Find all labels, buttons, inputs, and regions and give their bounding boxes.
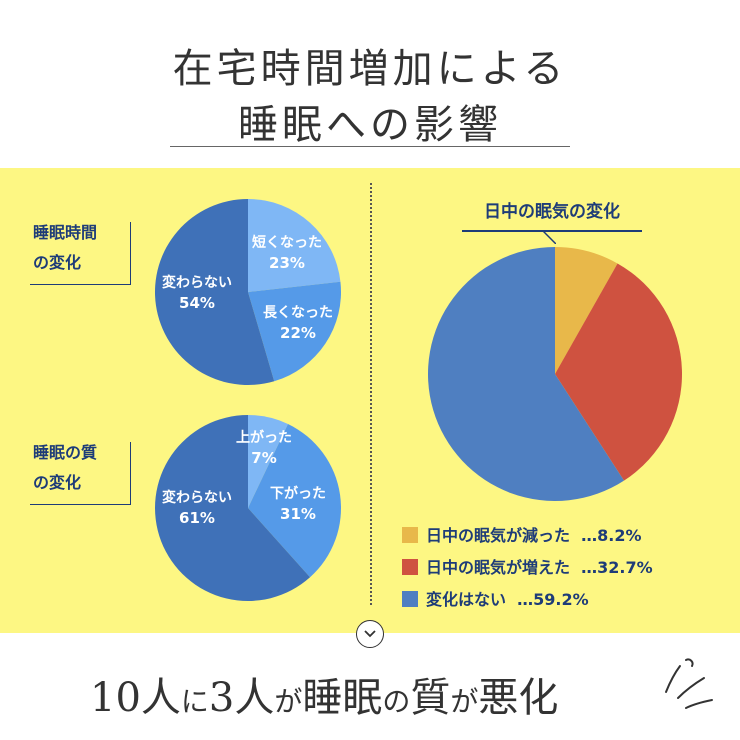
conclusion-part: 悪化	[478, 675, 559, 721]
pie-1-slice-1	[248, 199, 341, 292]
pie-2-label-value: 61%	[179, 509, 215, 527]
conclusion-part: 質	[410, 675, 451, 721]
pie-1-slice-2	[248, 281, 342, 382]
conclusion-text: 10人に3人が睡眠の質が悪化	[90, 665, 558, 723]
legend-item: 日中の眠気が増えた …32.7%	[402, 554, 653, 578]
pie-3-slice-1	[555, 247, 618, 374]
chart-3-title-pointer	[542, 230, 556, 244]
pie-3-slice-2	[555, 263, 683, 481]
panel-divider	[370, 183, 372, 605]
conclusion-part: 睡眠	[302, 675, 383, 721]
pie-1-label-value: 23%	[269, 254, 305, 272]
pie-1-label-value: 54%	[179, 294, 215, 312]
conclusion-part: 3人	[208, 675, 275, 721]
conclusion-part: に	[180, 685, 209, 718]
pie-2-label-name: 下がった	[270, 485, 326, 502]
legend-swatch	[402, 591, 418, 607]
legend-swatch	[402, 527, 418, 543]
title-underline	[170, 146, 570, 147]
pie-2-slice-2	[248, 424, 341, 578]
chart-3-title-underline	[462, 230, 642, 232]
pie-3-slice-3	[427, 247, 624, 501]
chart-2-title-bracket	[30, 442, 131, 505]
page-title-line-2: 睡眠への影響	[238, 102, 502, 148]
legend-item: 変化はない …59.2%	[402, 586, 589, 610]
legend-value: …8.2%	[581, 526, 642, 545]
legend-item: 日中の眠気が減った …8.2%	[402, 522, 642, 546]
chart-2-title-line-1: 睡眠の質	[33, 443, 98, 462]
pie-1-label-value: 22%	[280, 324, 316, 342]
chart-1-title-line-1: 睡眠時間	[33, 223, 98, 242]
pie-2-label-value: 7%	[251, 449, 276, 467]
conclusion-part: 10人	[90, 675, 181, 721]
pie-2-slice-3	[155, 415, 311, 601]
chart-2-title: 睡眠の質 の変化	[33, 438, 97, 498]
chart-1-title: 睡眠時間 の変化	[33, 218, 97, 278]
legend-value: …59.2%	[517, 590, 589, 609]
pie-2-slice-1	[248, 415, 288, 508]
conclusion-part: の	[382, 685, 411, 718]
pie-2-label-name: 上がった	[236, 429, 292, 446]
chart-3-title: 日中の眠気の変化	[484, 202, 620, 222]
legend-name: 変化はない	[426, 590, 507, 609]
pie-1-slice-3	[154, 198, 275, 386]
pie-1-label-name: 変わらない	[162, 274, 232, 291]
chart-2-title-line-2: の変化	[33, 473, 82, 492]
page-title-line-1: 在宅時間増加による	[172, 46, 568, 92]
pie-1-label-name: 短くなった	[252, 234, 322, 251]
legend-name: 日中の眠気が減った	[426, 526, 571, 545]
chart-1-title-bracket	[30, 222, 131, 285]
legend-value: …32.7%	[581, 558, 653, 577]
pie-1-label-name: 長くなった	[263, 305, 333, 321]
legend-name: 日中の眠気が増えた	[426, 558, 571, 577]
chevron-down-icon[interactable]	[356, 620, 384, 648]
conclusion-part: が	[274, 685, 303, 718]
conclusion-part: が	[450, 685, 479, 718]
pie-2-label-name: 変わらない	[162, 489, 232, 506]
pie-2-label-value: 31%	[280, 505, 316, 523]
chart-1-title-line-2: の変化	[33, 253, 82, 272]
legend-swatch	[402, 559, 418, 575]
exclamation-lines-icon	[665, 658, 713, 709]
